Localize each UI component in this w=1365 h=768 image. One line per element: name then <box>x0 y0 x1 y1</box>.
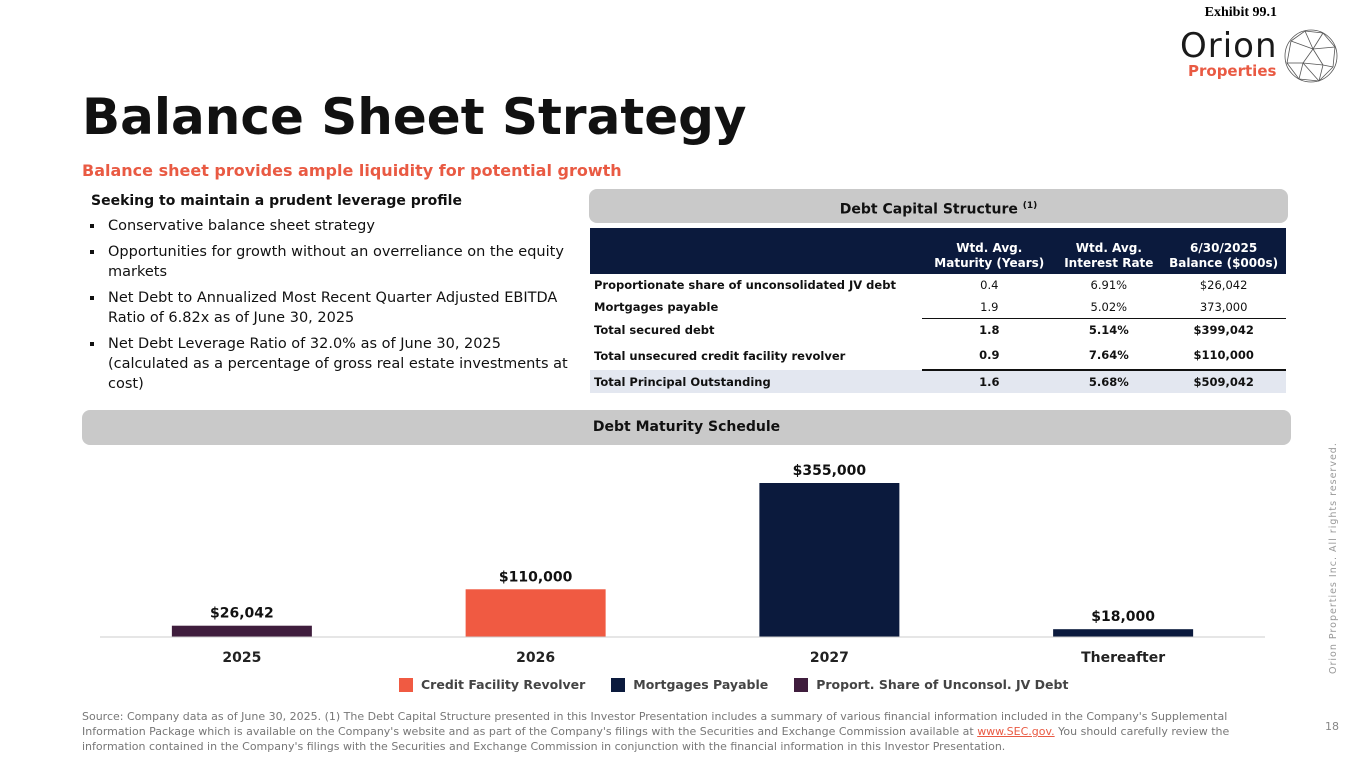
x-tick-label: Thereafter <box>1081 650 1165 666</box>
leverage-heading: Seeking to maintain a prudent leverage p… <box>91 193 462 209</box>
rights-notice: Orion Properties Inc. All rights reserve… <box>1328 442 1339 674</box>
sec-link[interactable]: www.SEC.gov. <box>977 725 1055 738</box>
debt-structure-banner-label: Debt Capital Structure <box>839 201 1018 218</box>
logo-wordmark: Orion <box>1180 26 1278 66</box>
exhibit-label: Exhibit 99.1 <box>1204 5 1277 20</box>
row-label: Mortgages payable <box>594 300 719 315</box>
legend-label: Proport. Share of Unconsol. JV Debt <box>816 677 1069 692</box>
legend-item: Credit Facility Revolver <box>399 677 585 692</box>
chart-legend: Credit Facility Revolver Mortgages Payab… <box>399 677 1094 692</box>
row-balance: $399,042 <box>1161 318 1286 341</box>
page-subtitle: Balance sheet provides ample liquidity f… <box>82 161 622 180</box>
x-tick-label: 2026 <box>516 650 555 666</box>
leverage-bullet: Conservative balance sheet strategy <box>90 216 580 236</box>
row-rate: 5.14% <box>1056 318 1162 341</box>
leverage-bullet: Opportunities for growth without an over… <box>90 242 580 282</box>
row-balance: $26,042 <box>1199 278 1248 292</box>
maturity-schedule-banner: Debt Maturity Schedule <box>82 410 1291 445</box>
bar-2027-series-1 <box>759 483 900 637</box>
row-label: Total secured debt <box>594 322 715 337</box>
table-row: Total unsecured credit facility revolver… <box>590 341 1286 371</box>
column-header <box>590 228 923 274</box>
table-total-row: Total Principal Outstanding 1.6 5.68% $5… <box>590 370 1286 393</box>
data-label: $18,000 <box>1091 609 1155 625</box>
table-row: Mortgages payable 1.9 5.02% 373,000 <box>590 296 1286 319</box>
debt-structure-footnote-ref: (1) <box>1022 201 1038 211</box>
page-number: 18 <box>1325 720 1339 733</box>
legend-swatch <box>399 677 413 692</box>
legend-item: Proport. Share of Unconsol. JV Debt <box>794 677 1068 692</box>
legend-label: Mortgages Payable <box>633 677 769 692</box>
page-title: Balance Sheet Strategy <box>82 88 747 146</box>
column-header: Wtd. Avg. Maturity (Years) <box>922 228 1057 274</box>
table-header-row: Wtd. Avg. Maturity (Years) Wtd. Avg. Int… <box>590 228 1286 274</box>
row-maturity: 0.4 <box>980 278 999 292</box>
debt-structure-banner: Debt Capital Structure (1) <box>589 189 1288 223</box>
row-maturity: 1.8 <box>922 318 1057 341</box>
legend-swatch <box>611 677 626 692</box>
x-tick-label: 2025 <box>222 650 261 666</box>
logo-subtitle: Properties <box>1188 62 1277 80</box>
row-maturity: 0.9 <box>922 341 1057 371</box>
table-row: Proportionate share of unconsolidated JV… <box>590 274 1286 296</box>
row-balance: $110,000 <box>1161 341 1286 371</box>
source-footnote: Source: Company data as of June 30, 2025… <box>82 709 1282 754</box>
legend-swatch <box>794 677 809 692</box>
row-label: Proportionate share of unconsolidated JV… <box>594 278 896 292</box>
logo-globe-icon <box>1284 29 1338 83</box>
footnote-text-after: You should carefully review the informat… <box>82 725 1230 753</box>
column-header: 6/30/2025 Balance ($000s) <box>1161 228 1286 274</box>
bar-thereafter-series-1 <box>1053 629 1194 637</box>
row-label: Total Principal Outstanding <box>590 370 923 393</box>
leverage-bullet: Net Debt Leverage Ratio of 32.0% as of J… <box>90 334 580 394</box>
footnote-text: Source: Company data as of June 30, 2025… <box>82 710 1228 738</box>
row-maturity: 1.6 <box>922 370 1057 393</box>
rights-text: Orion Properties Inc. All rights reserve… <box>1328 442 1339 674</box>
row-rate: 5.02% <box>1090 300 1128 314</box>
table-row: Total secured debt 1.8 5.14% $399,042 <box>590 318 1286 341</box>
bar-2026-series-0 <box>465 589 606 637</box>
legend-label: Credit Facility Revolver <box>421 677 586 692</box>
leverage-bullet: Net Debt to Annualized Most Recent Quart… <box>90 288 580 328</box>
column-header: Wtd. Avg. Interest Rate <box>1056 228 1162 274</box>
x-tick-label: 2027 <box>810 650 849 666</box>
data-label: $355,000 <box>793 463 867 479</box>
row-rate: 6.91% <box>1090 278 1128 292</box>
leverage-bullet-list: Conservative balance sheet strategy Oppo… <box>90 216 580 400</box>
row-balance: 373,000 <box>1199 300 1248 314</box>
data-label: $110,000 <box>499 569 573 585</box>
debt-structure-table: Wtd. Avg. Maturity (Years) Wtd. Avg. Int… <box>590 228 1286 393</box>
data-label: $26,042 <box>210 606 274 622</box>
maturity-bar-chart: $26,042 2025 $110,000 2026 $355,000 2027 $18,0… <box>100 463 1265 666</box>
row-balance: $509,042 <box>1161 370 1286 393</box>
legend-item: Mortgages Payable <box>611 677 768 692</box>
row-maturity: 1.9 <box>980 300 999 314</box>
row-label: Total unsecured credit facility revolver <box>594 348 846 363</box>
row-rate: 7.64% <box>1056 341 1162 371</box>
row-rate: 5.68% <box>1056 370 1162 393</box>
bar-2025-series-2 <box>171 625 312 637</box>
